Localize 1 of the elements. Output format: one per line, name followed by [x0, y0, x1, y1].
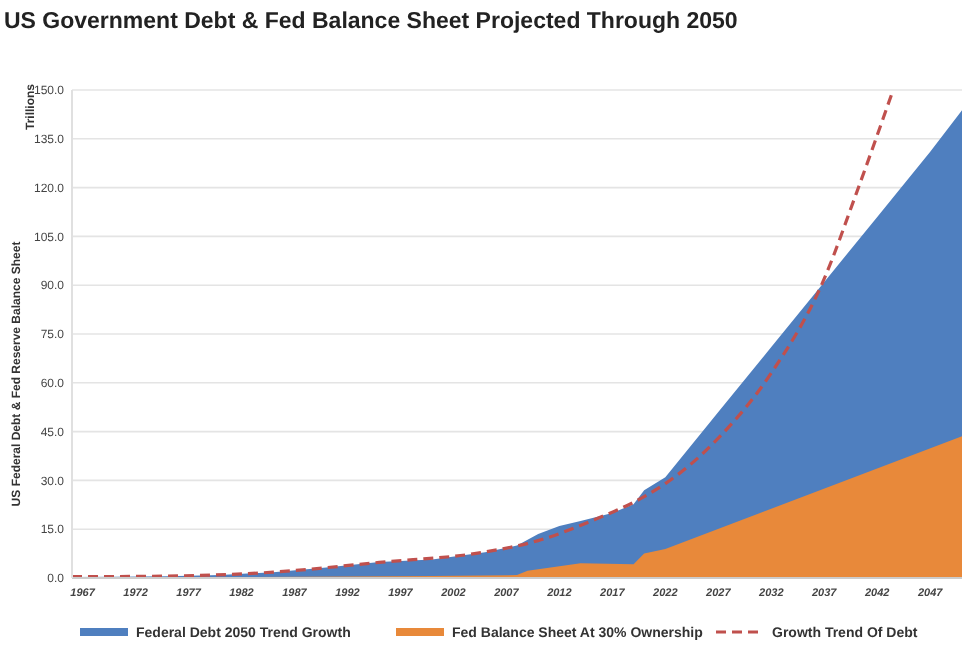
chart-title: US Government Debt & Fed Balance Sheet Projected Through 2050 [4, 10, 738, 34]
